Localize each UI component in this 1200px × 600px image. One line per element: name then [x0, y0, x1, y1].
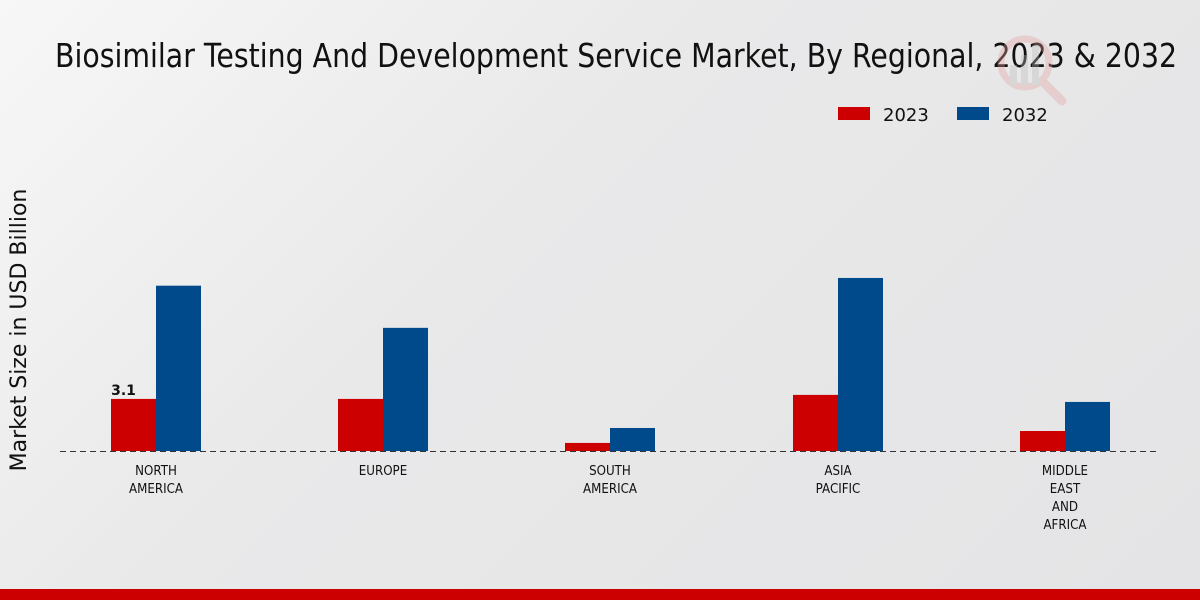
bar-2032-4: [1065, 401, 1110, 451]
chart-title: Biosimilar Testing And Development Servi…: [55, 36, 1178, 75]
x-tick-label: EUROPE: [359, 462, 407, 478]
x-tick-label: AND: [1052, 498, 1078, 514]
watermark-logo: [997, 35, 1067, 106]
x-tick-label: SOUTH: [589, 462, 631, 478]
x-tick-label: EAST: [1050, 480, 1081, 496]
bar-2032-1: [383, 327, 428, 451]
y-axis-label: Market Size in USD Billion: [7, 189, 32, 472]
bar-2032-0: [156, 285, 201, 451]
data-label: 3.1: [111, 383, 136, 399]
x-tick-label: AMERICA: [129, 480, 183, 496]
bar-2023-0: [111, 398, 156, 451]
legend-label-2032: 2032: [1002, 105, 1048, 126]
x-tick-label: NORTH: [135, 462, 177, 478]
x-tick-label: MIDDLE: [1042, 462, 1088, 478]
x-tick-label: PACIFIC: [816, 480, 861, 496]
legend-swatch-2032: [957, 107, 989, 120]
x-tick-label: AMERICA: [583, 480, 637, 496]
bar-2032-2: [610, 427, 655, 451]
x-tick-label: ASIA: [824, 462, 852, 478]
bar-2023-4: [1020, 431, 1065, 451]
legend-swatch-2023: [838, 107, 870, 120]
bar-2032-3: [838, 277, 883, 451]
x-tick-label: AFRICA: [1043, 516, 1086, 532]
bar-2023-3: [793, 394, 838, 451]
bar-2023-2: [565, 442, 610, 451]
legend-label-2023: 2023: [883, 105, 929, 126]
bar-2023-1: [338, 398, 383, 451]
footer-accent-bar: [0, 589, 1200, 600]
